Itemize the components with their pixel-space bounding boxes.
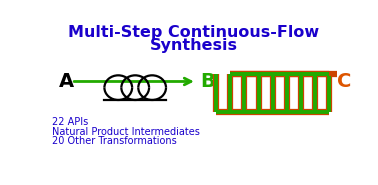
Text: B: B [200,72,215,91]
Text: 20 Other Transformations: 20 Other Transformations [52,136,177,146]
Text: Multi-Step Continuous-Flow: Multi-Step Continuous-Flow [68,25,319,40]
Text: 22 APIs: 22 APIs [52,117,88,127]
Text: Natural Product Intermediates: Natural Product Intermediates [52,127,200,137]
Text: C: C [337,72,351,91]
Text: A: A [59,72,74,91]
Text: Synthesis: Synthesis [150,38,238,53]
